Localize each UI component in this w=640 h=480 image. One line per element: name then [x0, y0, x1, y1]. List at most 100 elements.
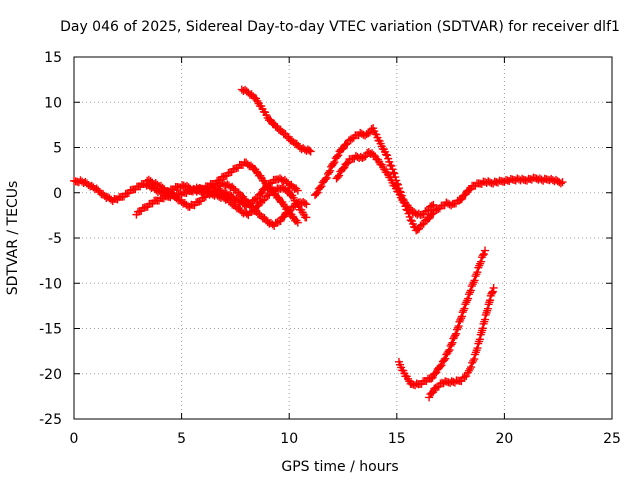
- data-point: [465, 290, 474, 299]
- x-tick-label: 15: [388, 431, 406, 447]
- data-point: [488, 288, 497, 297]
- series-upper-loop-b: [143, 174, 302, 211]
- data-point: [388, 165, 397, 174]
- data-point: [256, 189, 265, 198]
- data-point: [477, 257, 486, 266]
- data-point: [321, 175, 330, 184]
- data-point: [359, 153, 368, 162]
- data-point: [455, 317, 464, 326]
- y-tick-label: 0: [53, 186, 62, 202]
- data-point: [382, 150, 391, 159]
- y-tick-label: -10: [39, 276, 62, 292]
- data-point: [153, 180, 162, 189]
- data-point: [390, 169, 399, 178]
- data-point: [425, 393, 434, 402]
- data-point: [322, 173, 331, 182]
- data-point: [453, 325, 462, 334]
- data-point: [342, 159, 351, 168]
- data-point: [386, 161, 395, 170]
- series-lower-segment-a: [394, 246, 490, 390]
- y-tick-label: 10: [44, 95, 62, 111]
- data-point: [325, 168, 334, 177]
- data-point: [467, 282, 476, 291]
- data-point: [305, 146, 314, 155]
- data-point: [293, 186, 302, 195]
- chart-title: Day 046 of 2025, Sidereal Day-to-day VTE…: [60, 19, 620, 35]
- data-point: [293, 218, 302, 227]
- data-point: [300, 199, 309, 208]
- data-point: [313, 188, 322, 197]
- x-axis-title: GPS time / hours: [281, 459, 398, 475]
- data-point: [429, 200, 438, 209]
- x-tick-label: 5: [177, 431, 186, 447]
- data-point: [158, 183, 167, 192]
- x-tick-label: 25: [603, 431, 621, 447]
- x-tick-label: 0: [70, 431, 79, 447]
- data-point: [317, 182, 326, 191]
- data-point: [326, 166, 335, 175]
- data-point: [441, 354, 450, 363]
- data-point: [447, 340, 456, 349]
- data-point: [465, 364, 474, 373]
- data-point: [464, 294, 473, 303]
- data-point: [481, 315, 490, 324]
- data-point: [329, 159, 338, 168]
- data-point: [312, 189, 321, 198]
- data-point: [451, 331, 460, 340]
- y-tick-label: 15: [44, 50, 62, 66]
- data-point: [333, 173, 342, 182]
- data-point: [330, 158, 339, 167]
- data-point: [428, 373, 437, 382]
- data-point: [462, 298, 471, 307]
- data-point: [471, 272, 480, 281]
- data-point: [465, 288, 474, 297]
- data-point: [453, 323, 462, 332]
- data-point: [486, 296, 495, 305]
- data-point: [342, 140, 351, 149]
- tick-labels: 0 5 10 15 20 25 -25 -20 -15 -10 -5 0 5 10 15: [39, 50, 621, 447]
- data-point: [427, 374, 436, 383]
- plot-frame: [73, 56, 613, 420]
- data-point: [558, 178, 567, 187]
- data-point: [473, 268, 482, 277]
- data-point: [445, 345, 454, 354]
- data-point: [302, 213, 311, 222]
- data-point: [332, 152, 341, 161]
- y-tick-label: -25: [39, 412, 62, 428]
- data-point: [452, 329, 461, 338]
- data-point: [469, 278, 478, 287]
- series-upper-loop-c: [192, 183, 311, 222]
- data-point: [460, 372, 469, 381]
- data-point: [481, 246, 490, 255]
- data-point: [340, 163, 349, 172]
- data-point: [460, 304, 469, 313]
- data-point: [483, 304, 492, 313]
- data-point: [150, 180, 159, 189]
- data-point: [473, 344, 482, 353]
- data-point: [459, 306, 468, 315]
- series-upper-loop-a: [132, 158, 302, 227]
- data-point: [458, 308, 467, 317]
- data-point: [478, 324, 487, 333]
- data-point: [470, 276, 479, 285]
- data-points: [70, 85, 567, 402]
- series-secondary-bump: [332, 148, 438, 220]
- x-tick-label: 10: [280, 431, 298, 447]
- data-point: [316, 183, 325, 192]
- data-point: [364, 129, 373, 138]
- series-upper-arc: [237, 85, 315, 156]
- data-point: [444, 347, 453, 356]
- data-point: [431, 369, 440, 378]
- y-tick-label: -20: [39, 367, 62, 383]
- data-point: [556, 179, 565, 188]
- data-point: [369, 151, 378, 160]
- y-tick-label: -5: [48, 231, 62, 247]
- data-point: [257, 188, 266, 197]
- y-tick-label: -15: [39, 322, 62, 338]
- data-point: [427, 389, 436, 398]
- data-point: [479, 250, 488, 259]
- data-point: [475, 335, 484, 344]
- data-point: [339, 164, 347, 173]
